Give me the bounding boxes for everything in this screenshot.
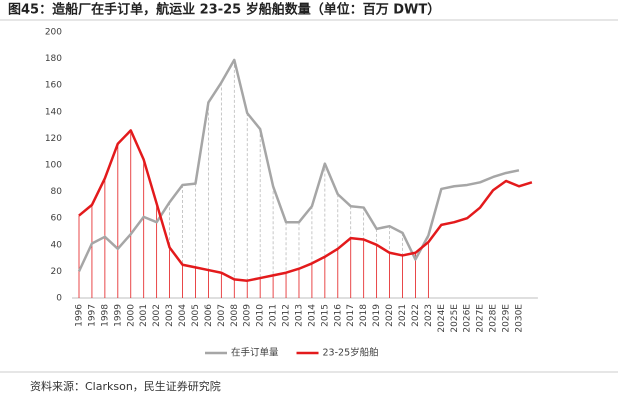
x-tick-label: 2023	[424, 304, 434, 327]
y-tick-label: 80	[51, 187, 63, 197]
legend-label: 在手订单量	[231, 347, 279, 359]
x-tick-label: 2015	[320, 304, 330, 327]
x-tick-label: 2021	[398, 304, 408, 327]
x-tick-label: 2018	[359, 304, 369, 327]
x-tick-label: 2012	[282, 304, 292, 327]
x-tick-label: 2011	[269, 304, 279, 327]
y-tick-label: 120	[45, 134, 62, 144]
x-tick-label: 2009	[243, 304, 253, 327]
series-line	[77, 58, 520, 272]
x-tick-label: 2006	[204, 304, 214, 327]
y-tick-label: 140	[45, 107, 62, 117]
source: 资料来源：Clarkson，民生证券研究院	[30, 379, 221, 393]
x-tick-label: 1997	[87, 304, 97, 327]
x-tick-label: 2014	[307, 304, 317, 327]
x-tick-label: 2022	[411, 304, 421, 327]
x-tick-label: 2029E	[502, 304, 512, 333]
series-line	[78, 129, 533, 282]
y-tick-label: 200	[45, 28, 62, 38]
x-tick-label: 2027E	[476, 304, 486, 333]
x-tick-label: 2010	[256, 304, 266, 327]
x-tick-label: 2005	[191, 304, 201, 327]
x-tick-label: 2028E	[489, 304, 499, 333]
x-tick-label: 1999	[113, 304, 123, 327]
chart-title: 图45：造船厂在手订单，航运业 23-25 岁船舶数量（单位：百万 DWT）	[8, 2, 440, 18]
x-tick-label: 2030E	[514, 304, 524, 333]
x-tick-label: 2008	[230, 304, 240, 327]
x-tick-label: 2025E	[450, 304, 460, 333]
y-tick-label: 40	[51, 240, 63, 250]
x-tick-label: 2007	[217, 304, 227, 327]
x-tick-label: 2019	[372, 304, 382, 327]
x-tick-label: 1996	[75, 304, 85, 327]
x-tick-label: 2017	[346, 304, 356, 327]
legend-label: 23-25岁船舶	[323, 347, 379, 359]
x-tick-label: 2001	[139, 304, 149, 327]
x-tick-label: 2004	[178, 304, 188, 327]
y-tick-label: 160	[45, 81, 62, 91]
x-tick-label: 2026E	[463, 304, 473, 333]
y-tick-label: 180	[45, 54, 62, 64]
x-tick-label: 2020	[385, 304, 395, 327]
x-tick-label: 2016	[333, 304, 343, 327]
y-tick-label: 20	[51, 267, 63, 277]
x-tick-label: 2003	[165, 304, 175, 327]
y-tick-label: 100	[45, 161, 62, 171]
x-tick-label: 2002	[152, 304, 162, 327]
y-tick-label: 60	[51, 214, 63, 224]
x-tick-label: 2000	[126, 304, 136, 327]
y-tick-label: 0	[56, 294, 62, 304]
x-tick-label: 2013	[294, 304, 304, 327]
x-tick-label: 2024E	[437, 304, 447, 333]
x-tick-label: 1998	[100, 304, 110, 327]
